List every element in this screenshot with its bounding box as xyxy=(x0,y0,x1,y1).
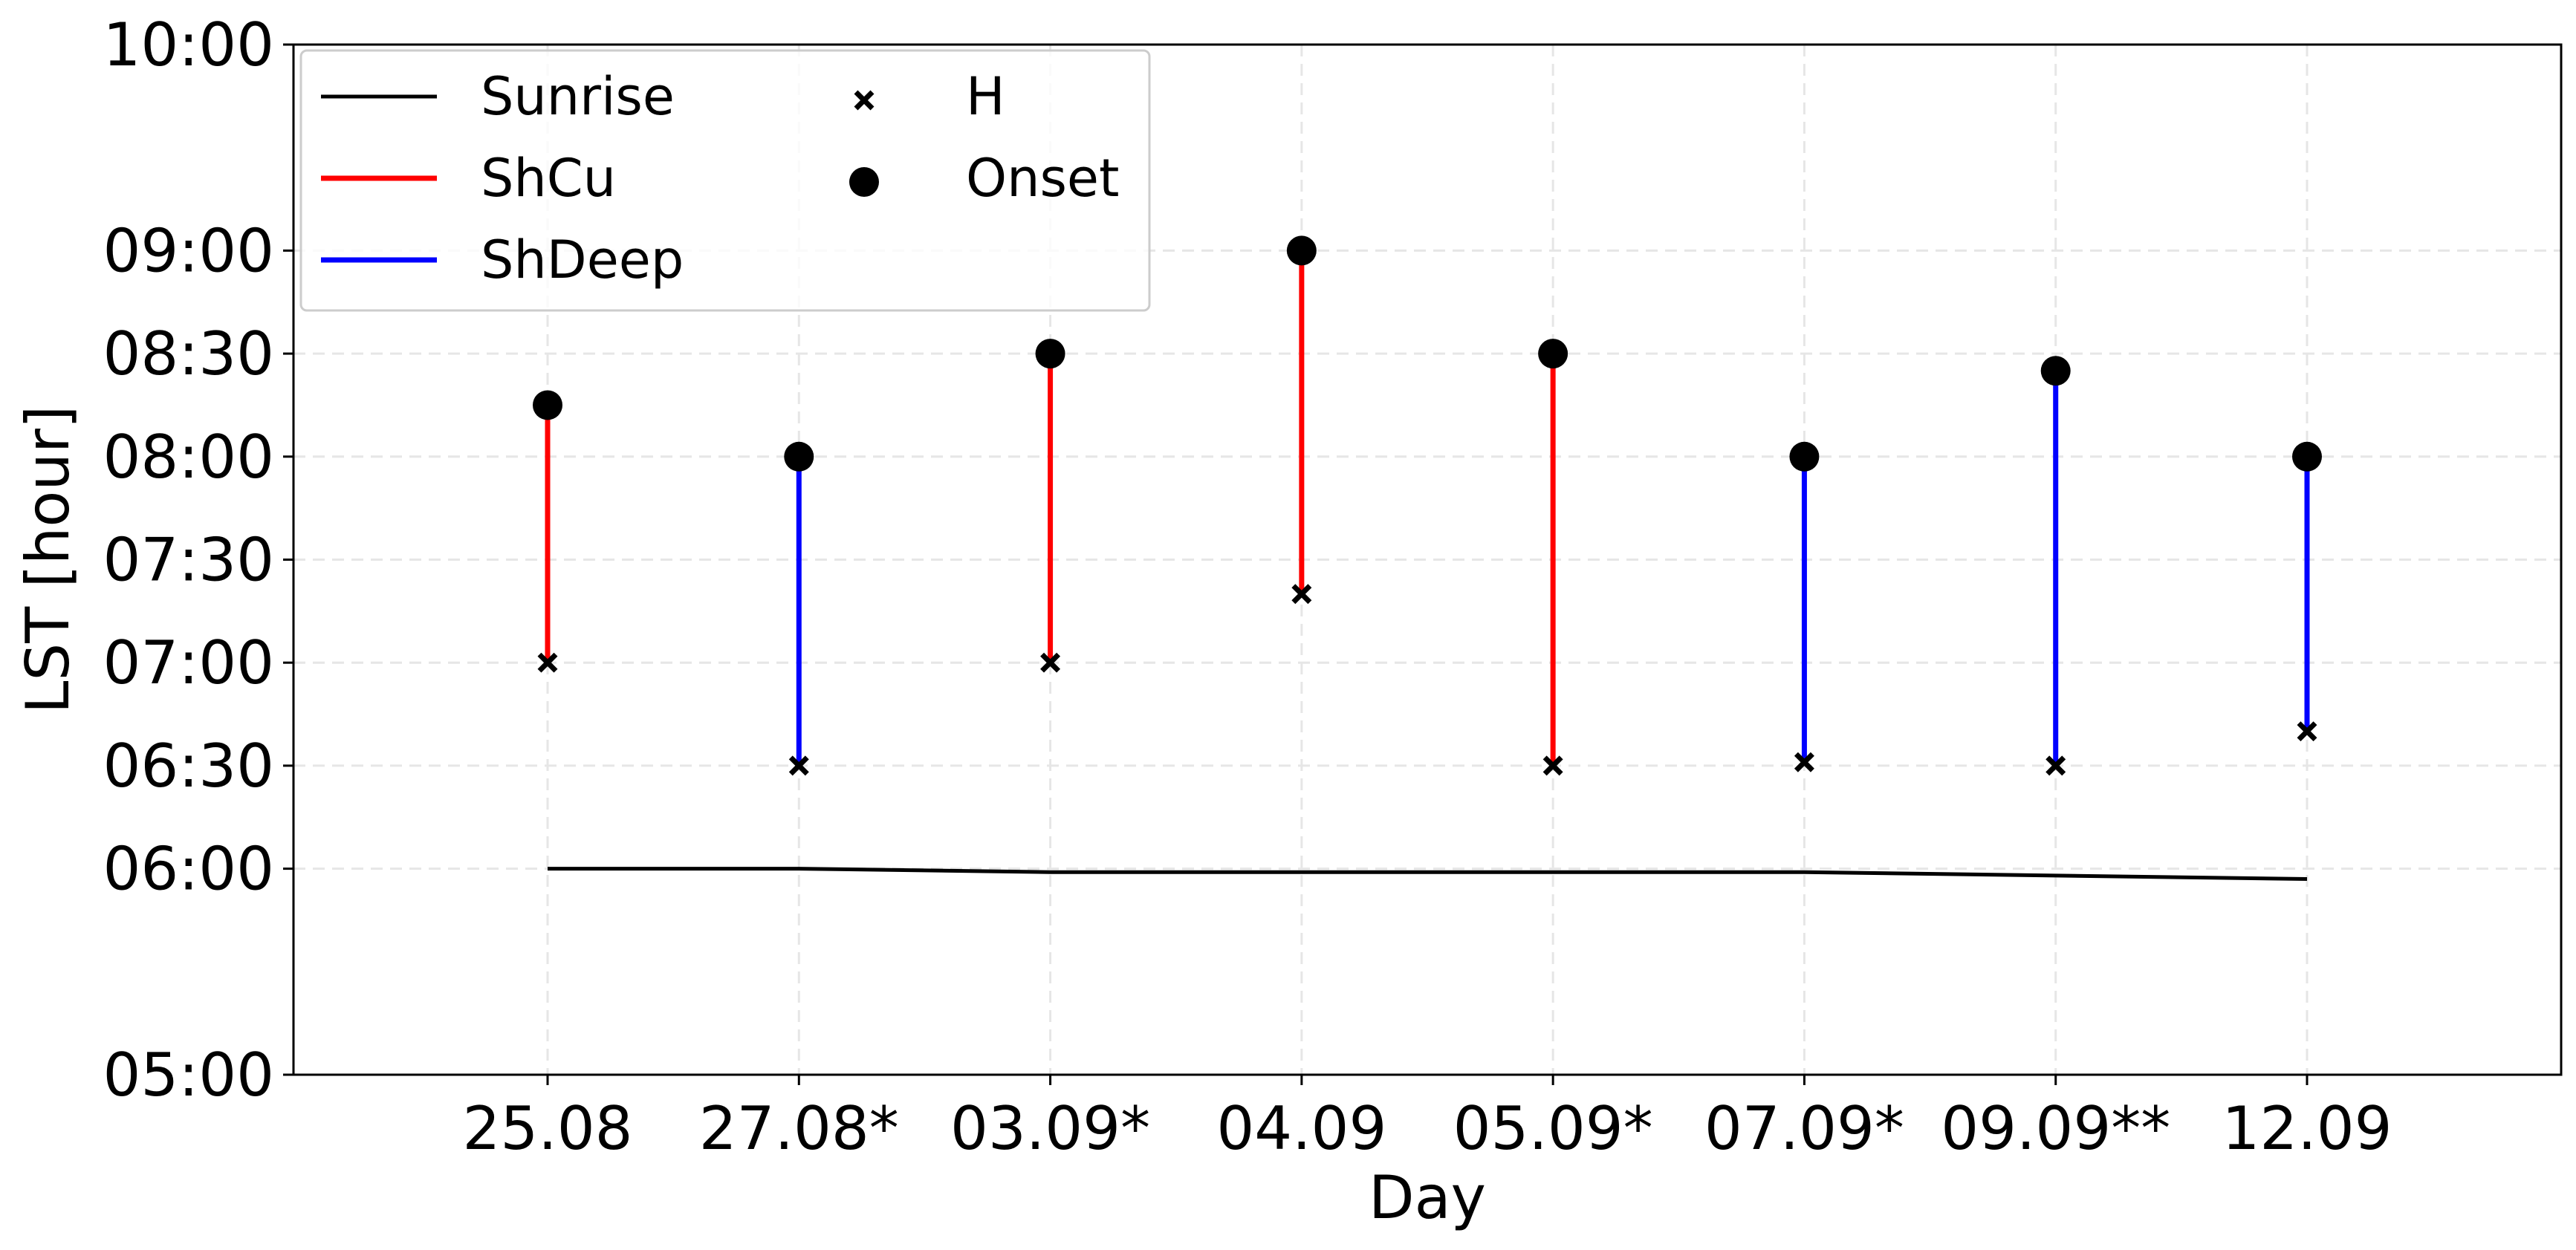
h-marker-stroke xyxy=(2297,721,2317,742)
h-marker xyxy=(2297,721,2317,742)
legend: Sunrise ShCu ShDeep H Onset xyxy=(299,49,1151,312)
x-tick-label: 03.09* xyxy=(950,1094,1150,1163)
y-tick-label: 09:00 xyxy=(103,216,274,285)
legend-box xyxy=(299,49,1151,312)
y-tick-label: 05:00 xyxy=(103,1041,274,1110)
sunrise-line xyxy=(548,867,2308,881)
legend-h-marker xyxy=(854,90,875,111)
x-axis: 25.08 27.08* 03.09* 04.09 05.09* 07.09* 09.09*… xyxy=(462,1075,2392,1163)
markers xyxy=(533,235,2322,776)
h-marker xyxy=(2045,755,2066,776)
y-axis-title: LST [hour] xyxy=(13,406,82,714)
h-marker-stroke xyxy=(1794,752,1814,772)
y-tick-label: 10:00 xyxy=(103,10,274,79)
h-marker-stroke xyxy=(2045,755,2066,776)
x-tick-label: 05.09* xyxy=(1453,1094,1653,1163)
x-tick-label: 04.09 xyxy=(1216,1094,1386,1163)
duration-bars xyxy=(545,250,2310,766)
h-marker xyxy=(1794,752,1814,772)
legend-onset-marker xyxy=(849,167,879,197)
legend-shcu-label: ShCu xyxy=(481,148,616,209)
h-marker-stroke xyxy=(788,755,809,776)
onset-marker xyxy=(1286,235,1317,266)
legend-h-label: H xyxy=(966,66,1005,127)
h-marker-stroke xyxy=(1542,755,1563,776)
h-marker-stroke xyxy=(1291,584,1312,605)
onset-marker xyxy=(784,441,814,472)
y-tick-label: 08:00 xyxy=(103,423,274,492)
h-marker-stroke xyxy=(854,90,875,111)
h-marker xyxy=(788,755,809,776)
y-tick-label: 07:30 xyxy=(103,526,274,595)
onset-marker xyxy=(2040,356,2071,386)
h-marker xyxy=(537,652,558,673)
y-axis: 05:00 06:00 06:30 07:00 07:30 08:00 08:30 09:00… xyxy=(103,10,293,1110)
x-tick-label: 09.09** xyxy=(1941,1094,2170,1163)
onset-marker xyxy=(1789,441,1820,472)
legend-h-marker-shape xyxy=(854,90,875,111)
y-tick-label: 08:30 xyxy=(103,319,274,388)
h-marker-stroke xyxy=(537,652,558,673)
h-marker xyxy=(1542,755,1563,776)
legend-sunrise-label: Sunrise xyxy=(481,66,675,127)
h-marker xyxy=(1291,584,1312,605)
x-tick-label: 12.09 xyxy=(2222,1094,2392,1163)
legend-shdeep-label: ShDeep xyxy=(481,230,684,290)
h-marker xyxy=(1040,652,1061,673)
onset-marker xyxy=(1035,339,1065,369)
x-axis-title: Day xyxy=(1369,1163,1486,1232)
onset-marker xyxy=(2292,441,2322,472)
y-tick-label: 06:00 xyxy=(103,835,274,904)
x-tick-label: 07.09* xyxy=(1704,1094,1904,1163)
legend-onset-label: Onset xyxy=(966,148,1119,209)
onset-marker xyxy=(1538,339,1568,369)
sunrise-series xyxy=(548,867,2308,881)
x-tick-label: 25.08 xyxy=(462,1094,632,1163)
y-tick-label: 07:00 xyxy=(103,628,274,697)
onset-marker xyxy=(533,390,562,420)
x-tick-label: 27.08* xyxy=(699,1094,899,1163)
h-marker-stroke xyxy=(1040,652,1061,673)
y-tick-label: 06:30 xyxy=(103,732,274,801)
